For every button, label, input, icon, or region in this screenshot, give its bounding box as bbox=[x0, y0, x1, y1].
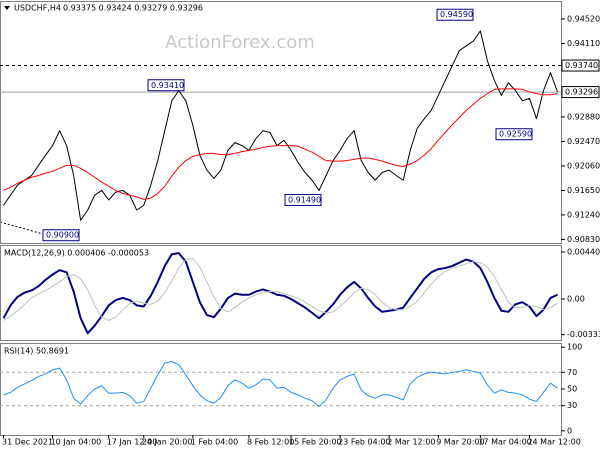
watermark: ActionForex.com bbox=[165, 32, 315, 53]
series-line bbox=[3, 257, 558, 321]
y-tick-label: 0.94110 bbox=[567, 39, 600, 48]
y-tick-label: 0.92470 bbox=[567, 137, 600, 146]
annotation-label: 0.94590 bbox=[440, 10, 473, 19]
series-line bbox=[3, 88, 558, 200]
y-tick-label: 70 bbox=[567, 368, 577, 377]
panel-title: MACD(12,26,9) 0.000406 -0.000053 bbox=[4, 249, 149, 258]
x-tick-label: 24 Jan 20:00 bbox=[142, 438, 193, 447]
annotation-box bbox=[495, 128, 533, 141]
trend-line bbox=[0, 221, 44, 235]
x-tick-label: 10 Jan 04:00 bbox=[51, 438, 102, 447]
annotation-box bbox=[147, 79, 185, 92]
x-tick-label: 2 Mar 12:00 bbox=[387, 438, 435, 447]
price-level-label: 0.93296 bbox=[565, 88, 598, 97]
y-tick-label: 30 bbox=[567, 401, 577, 410]
y-tick-label: 0.94520 bbox=[567, 14, 600, 23]
annotation-label: 0.91490 bbox=[288, 195, 321, 204]
annotation-box bbox=[284, 193, 322, 206]
y-tick-label: -0.003338 bbox=[567, 330, 600, 339]
annotation-label: 0.92590 bbox=[499, 130, 532, 139]
x-tick-label: 15 Feb 20:00 bbox=[289, 438, 341, 447]
price-level-label: 0.93740 bbox=[565, 61, 598, 70]
annotation-box bbox=[436, 8, 474, 21]
annotation-box bbox=[42, 229, 80, 242]
y-tick-label: 0 bbox=[567, 426, 572, 435]
x-tick-label: 31 Dec 2021 bbox=[2, 438, 53, 447]
panel-frame bbox=[0, 1, 562, 244]
panel-title: RSI(14) 50.8691 bbox=[4, 347, 69, 356]
x-tick-label: 17 Jan 12:00 bbox=[107, 438, 158, 447]
annotation-label: 0.93410 bbox=[151, 81, 184, 90]
x-tick-label: 9 Mar 20:00 bbox=[436, 438, 484, 447]
y-tick-label: 0.90830 bbox=[567, 235, 600, 244]
y-tick-label: 50 bbox=[567, 385, 577, 394]
x-tick-label: 8 Feb 12:00 bbox=[247, 438, 294, 447]
y-tick-label: 0.004403 bbox=[567, 248, 600, 257]
y-tick-label: 100 bbox=[567, 343, 582, 352]
menu-triangle bbox=[4, 6, 10, 10]
y-tick-label: 0.92060 bbox=[567, 161, 600, 170]
y-tick-label: 0.91650 bbox=[567, 186, 600, 195]
chart-subtitle: 0.93375 0.93424 0.93279 0.93296 bbox=[63, 4, 203, 13]
annotation-label: 0.90900 bbox=[46, 231, 79, 240]
x-tick-label: 24 Mar 12:00 bbox=[527, 438, 580, 447]
x-tick-label: 17 Mar 04:00 bbox=[478, 438, 531, 447]
series-line bbox=[2, 252, 558, 335]
y-tick-label: 0.00 bbox=[567, 295, 585, 304]
x-tick-label: 23 Feb 04:00 bbox=[338, 438, 390, 447]
price-level-box bbox=[561, 86, 600, 99]
y-tick-label: 0.91240 bbox=[567, 210, 600, 219]
chart-title: USDCHF,H4 bbox=[14, 4, 61, 13]
series-line bbox=[3, 30, 558, 221]
panel-frame bbox=[0, 245, 562, 341]
series-line bbox=[3, 360, 558, 408]
x-tick-label: 1 Feb 04:00 bbox=[191, 438, 238, 447]
price-level-box bbox=[561, 59, 600, 72]
y-tick-label: 0.92880 bbox=[567, 112, 600, 121]
